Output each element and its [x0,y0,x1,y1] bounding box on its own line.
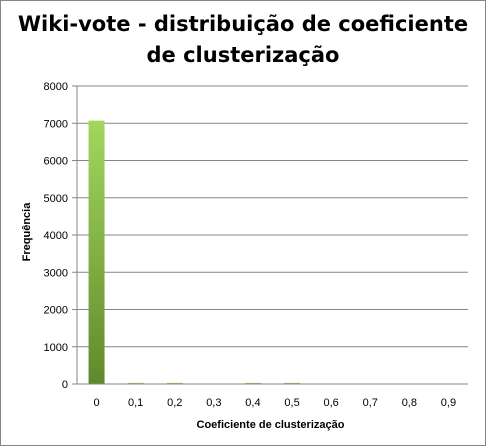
x-tick-label: 0,8 [402,397,417,409]
x-axis-label: Coeficiente de clusterização [197,419,345,431]
chart-title-line-1: Wiki-vote - distribuição de coeficiente [17,12,469,36]
y-tick-label: 1000 [44,342,68,354]
y-tick-label: 2000 [44,305,68,317]
chart-title-line-2: de clusterização [146,43,340,67]
x-tick-label: 0 [93,397,99,409]
gridlines [77,85,468,348]
y-tick-label: 8000 [44,81,68,93]
y-tick-label: 4000 [44,230,68,242]
y-tick-label: 7000 [44,118,68,130]
bar-0 [88,120,105,384]
x-tick-label: 0,5 [284,397,299,409]
x-tick-label: 0,2 [167,397,182,409]
y-tick-label: 6000 [44,156,68,168]
x-tick-label: 0,1 [128,397,143,409]
x-tick-label: 0,3 [206,397,221,409]
y-tick-label: 5000 [44,193,68,205]
x-tick-labels: 0 0,1 0,2 0,3 0,4 0,5 0,6 0,7 0,8 0,9 [93,397,456,409]
y-tick-labels: 0 1000 2000 3000 4000 5000 6000 7000 8000 [44,81,77,391]
x-tick-label: 0,9 [441,397,456,409]
y-tick-label: 0 [62,379,68,391]
y-axis-label: Frequência [21,202,33,262]
chart-title: Wiki-vote - distribuição de coeficiente … [1,9,485,71]
x-tick-label: 0,6 [324,397,339,409]
y-tick-label: 3000 [44,267,68,279]
x-tick-label: 0,7 [363,397,378,409]
x-tick-label: 0,4 [245,397,260,409]
